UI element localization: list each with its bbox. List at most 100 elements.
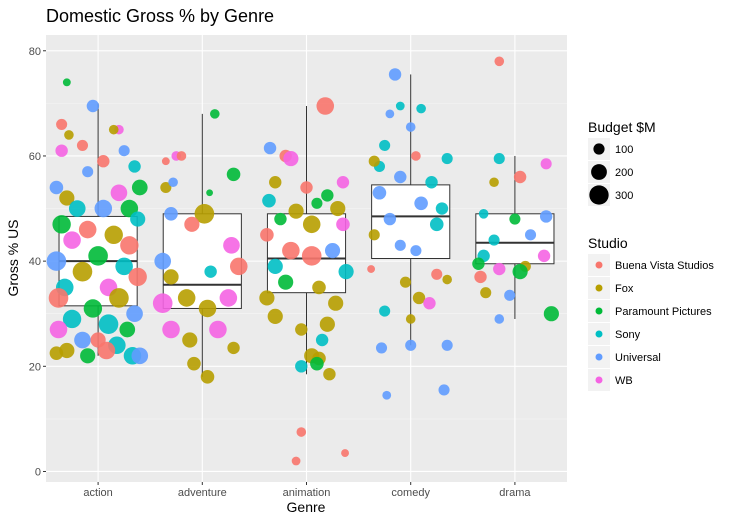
data-point <box>379 139 391 151</box>
data-point <box>336 217 350 232</box>
data-point <box>163 269 179 285</box>
data-point <box>210 109 220 119</box>
data-point <box>488 234 500 246</box>
data-point <box>154 252 172 270</box>
data-point <box>416 103 426 114</box>
data-point <box>176 151 187 161</box>
data-point <box>540 158 552 170</box>
data-point <box>49 180 64 195</box>
data-point <box>260 228 274 242</box>
data-point <box>375 342 388 354</box>
data-point <box>524 229 537 241</box>
data-point <box>88 246 108 266</box>
data-point <box>494 56 505 67</box>
data-point <box>49 320 68 339</box>
data-point <box>76 139 89 151</box>
data-point <box>385 109 395 119</box>
color-legend-dot <box>595 284 603 292</box>
data-point <box>489 177 499 188</box>
data-point <box>269 176 282 189</box>
data-point <box>227 341 240 355</box>
data-point <box>410 245 422 257</box>
data-point <box>480 287 492 299</box>
data-point <box>64 130 74 140</box>
x-tick-label: adventure <box>178 487 227 499</box>
data-point <box>319 316 335 332</box>
data-point <box>493 262 506 276</box>
data-point <box>509 213 521 225</box>
data-point <box>198 299 217 318</box>
y-tick-label: 0 <box>35 466 41 478</box>
data-point <box>472 257 485 270</box>
data-point <box>315 333 329 347</box>
data-point <box>94 199 113 218</box>
y-tick-label: 80 <box>29 46 41 58</box>
data-point <box>187 356 201 371</box>
data-point <box>128 267 147 287</box>
data-point <box>394 170 407 184</box>
data-point <box>474 270 487 284</box>
data-point <box>283 150 299 167</box>
data-point <box>109 288 129 308</box>
chart-title: Domestic Gross % by Genre <box>46 6 274 26</box>
color-legend: Studio Buena Vista Studios Fox Paramount P… <box>588 235 714 391</box>
data-point <box>219 289 238 307</box>
data-point <box>98 314 119 335</box>
x-axis-ticks: action adventure animation comedy drama <box>83 482 531 499</box>
data-point <box>330 200 346 217</box>
data-point <box>478 208 489 219</box>
data-point <box>512 264 528 280</box>
x-axis-label: Genre <box>287 499 326 515</box>
data-point <box>262 193 276 208</box>
data-point <box>164 207 178 221</box>
data-point <box>104 225 123 245</box>
data-point <box>425 176 438 189</box>
size-legend-dot <box>591 164 607 180</box>
color-legend-dot <box>595 261 603 269</box>
data-point <box>338 264 354 280</box>
color-legend-label: Sony <box>615 329 641 341</box>
data-point <box>328 295 344 311</box>
data-point <box>312 280 326 295</box>
data-point <box>120 236 139 255</box>
color-legend-dot <box>595 307 603 315</box>
size-legend-label: 300 <box>615 190 633 202</box>
data-point <box>55 144 68 157</box>
data-point <box>513 170 527 184</box>
data-point <box>537 249 551 263</box>
data-point <box>341 449 349 457</box>
y-axis-label: Gross % US <box>5 219 21 296</box>
data-point <box>368 229 380 241</box>
data-point <box>278 274 294 290</box>
data-point <box>399 276 412 288</box>
data-point <box>62 309 82 329</box>
data-point <box>74 331 91 349</box>
data-point <box>441 339 453 351</box>
data-point <box>184 216 200 232</box>
data-point <box>367 265 376 273</box>
color-legend-dot <box>595 353 603 361</box>
x-tick-label: comedy <box>391 487 430 499</box>
data-point <box>115 257 133 276</box>
color-legend-label: Paramount Pictures <box>615 306 712 318</box>
data-point <box>414 196 428 211</box>
data-point <box>97 341 116 360</box>
data-point <box>72 261 93 282</box>
data-point <box>435 202 449 215</box>
data-point <box>379 305 391 317</box>
data-point <box>226 167 241 182</box>
data-point <box>82 166 94 178</box>
data-point <box>152 293 173 314</box>
data-point <box>162 320 180 339</box>
data-point <box>429 217 444 232</box>
data-point <box>263 141 277 155</box>
data-point <box>182 332 198 348</box>
y-axis-ticks: 0 20 40 60 80 <box>29 46 46 478</box>
data-point <box>46 251 67 271</box>
data-point <box>62 78 71 87</box>
size-legend-title: Budget $M <box>588 119 656 135</box>
jitter-points <box>46 56 559 466</box>
data-point <box>128 160 141 173</box>
data-point <box>438 384 450 396</box>
